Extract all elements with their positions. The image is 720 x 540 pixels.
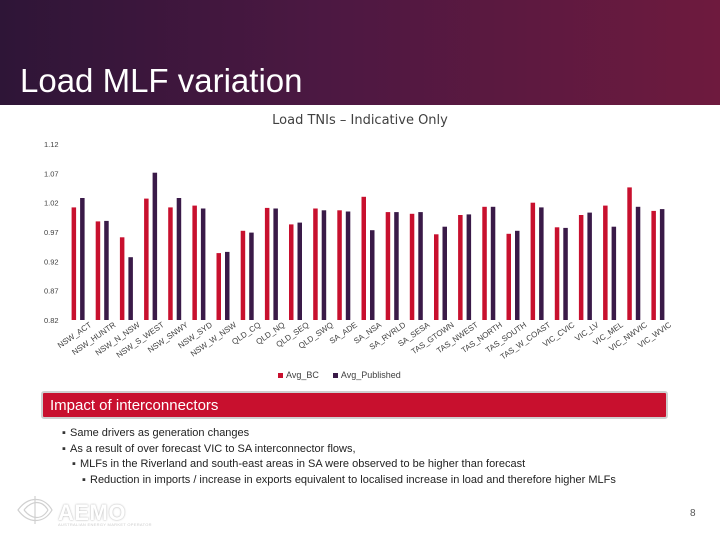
bar-avg-published	[394, 212, 399, 320]
bar-avg-bc	[651, 210, 656, 320]
bar-avg-bc	[168, 207, 173, 320]
bullet-marker: ▪	[62, 427, 66, 439]
callout-box: Impact of interconnectors	[41, 391, 668, 419]
chart-legend: Avg_BC Avg_Published	[278, 370, 401, 380]
bar-avg-bc	[119, 237, 125, 320]
bar-avg-published	[659, 209, 665, 320]
bar-avg-published	[321, 210, 327, 320]
legend-label-avg-published: Avg_Published	[340, 370, 401, 380]
logo-wordmark: AEMO	[58, 500, 126, 525]
bullet-marker: ▪	[72, 458, 76, 470]
x-axis-labels: NSW_ACTNSW_HUNTRNSW_N_NSWNSW_S_WESTNSW_S…	[56, 320, 673, 362]
aemo-logo-icon	[17, 496, 53, 524]
bar-avg-published	[490, 206, 496, 320]
bullet-text: Same drivers as generation changes	[70, 427, 250, 439]
legend-item-avg-published: Avg_Published	[332, 370, 401, 380]
bar-avg-published	[515, 230, 520, 320]
logo-tagline: AUSTRALIAN ENERGY MARKET OPERATOR	[58, 522, 152, 527]
y-tick-label: 1.12	[44, 140, 59, 149]
bar-chart: 1.12 1.07 1.02 0.97 0.92 0.87 0.82 NSW_ACTNSW_…	[44, 140, 673, 362]
bar-avg-bc	[289, 224, 294, 320]
bar-avg-published	[345, 211, 351, 320]
bar-avg-bc	[554, 227, 560, 320]
bar-avg-published	[176, 198, 182, 320]
y-tick-label: 1.07	[44, 169, 59, 178]
bar-avg-published	[80, 198, 85, 320]
bar-avg-published	[249, 232, 254, 320]
bar-avg-bc	[409, 213, 415, 320]
bullet-text: As a result of over forecast VIC to SA i…	[70, 443, 356, 455]
bar-avg-bc	[530, 202, 536, 320]
slide-title: Load MLF variation	[20, 62, 303, 99]
bar-avg-bc	[627, 187, 632, 320]
bar-avg-bc	[434, 234, 439, 320]
bar-avg-bc	[95, 221, 101, 320]
legend-swatch-avg-published	[332, 372, 338, 378]
bar-avg-bc	[71, 207, 77, 320]
slide-header: Load MLF variation	[0, 0, 720, 105]
bar-avg-bc	[240, 230, 246, 320]
bullet-item: ▪ As a result of over forecast VIC to SA …	[62, 443, 356, 455]
bullet-text: Reduction in imports / increase in expor…	[90, 474, 616, 486]
bar-avg-published	[418, 212, 423, 320]
bar-avg-bc	[264, 207, 270, 320]
bullet-item-nested: ▪ MLFs in the Riverland and south-east ar…	[72, 458, 525, 470]
bar-avg-published	[152, 172, 158, 320]
bar-avg-bc	[458, 215, 463, 320]
bar-avg-bc	[385, 212, 391, 320]
bar-avg-published	[200, 208, 206, 320]
y-tick-label: 0.87	[44, 287, 59, 296]
bar-avg-published	[128, 257, 133, 320]
bar-avg-bc	[216, 253, 221, 320]
bullet-item: ▪ Same drivers as generation changes	[62, 427, 249, 439]
legend-item-avg-bc: Avg_BC	[278, 370, 319, 380]
bullet-marker: ▪	[82, 474, 86, 486]
bar-avg-published	[587, 212, 592, 320]
bar-avg-bc	[578, 215, 584, 320]
bullet-item-nested: ▪ Reduction in imports / increase in expo…	[82, 474, 616, 486]
bar-avg-published	[104, 220, 109, 320]
y-tick-label: 1.02	[44, 199, 59, 208]
chart-title: Load TNIs – Indicative Only	[272, 113, 448, 128]
bar-avg-bc	[337, 210, 342, 320]
bar-avg-bc	[144, 198, 149, 320]
bar-avg-published	[225, 251, 230, 320]
bar-avg-published	[442, 226, 447, 320]
bar-avg-published	[370, 230, 375, 320]
bar-avg-published	[273, 208, 278, 320]
bar-avg-bc	[603, 205, 608, 320]
legend-label-avg-bc: Avg_BC	[286, 370, 319, 380]
callout-title: Impact of interconnectors	[50, 397, 219, 414]
bar-avg-bc	[482, 206, 487, 320]
bar-avg-bc	[506, 233, 511, 320]
y-tick-label: 0.82	[44, 316, 59, 325]
bar-avg-bc	[361, 196, 366, 320]
bar-avg-published	[466, 214, 472, 320]
y-tick-label: 0.92	[44, 257, 59, 266]
y-tick-label: 0.97	[44, 228, 59, 237]
page-number: 8	[690, 508, 696, 519]
bar-avg-published	[297, 222, 302, 320]
bar-avg-published	[635, 206, 641, 320]
bullet-text: MLFs in the Riverland and south-east are…	[80, 458, 526, 470]
bar-avg-published	[539, 207, 544, 320]
bar-avg-bc	[313, 208, 318, 320]
bar-avg-published	[611, 226, 617, 320]
y-axis-labels: 1.12 1.07 1.02 0.97 0.92 0.87 0.82	[44, 140, 59, 325]
bullet-marker: ▪	[62, 443, 66, 455]
bar-avg-published	[563, 227, 568, 320]
legend-swatch-avg-bc	[278, 372, 283, 378]
bar-series-group	[71, 172, 665, 320]
bar-avg-bc	[192, 205, 197, 320]
